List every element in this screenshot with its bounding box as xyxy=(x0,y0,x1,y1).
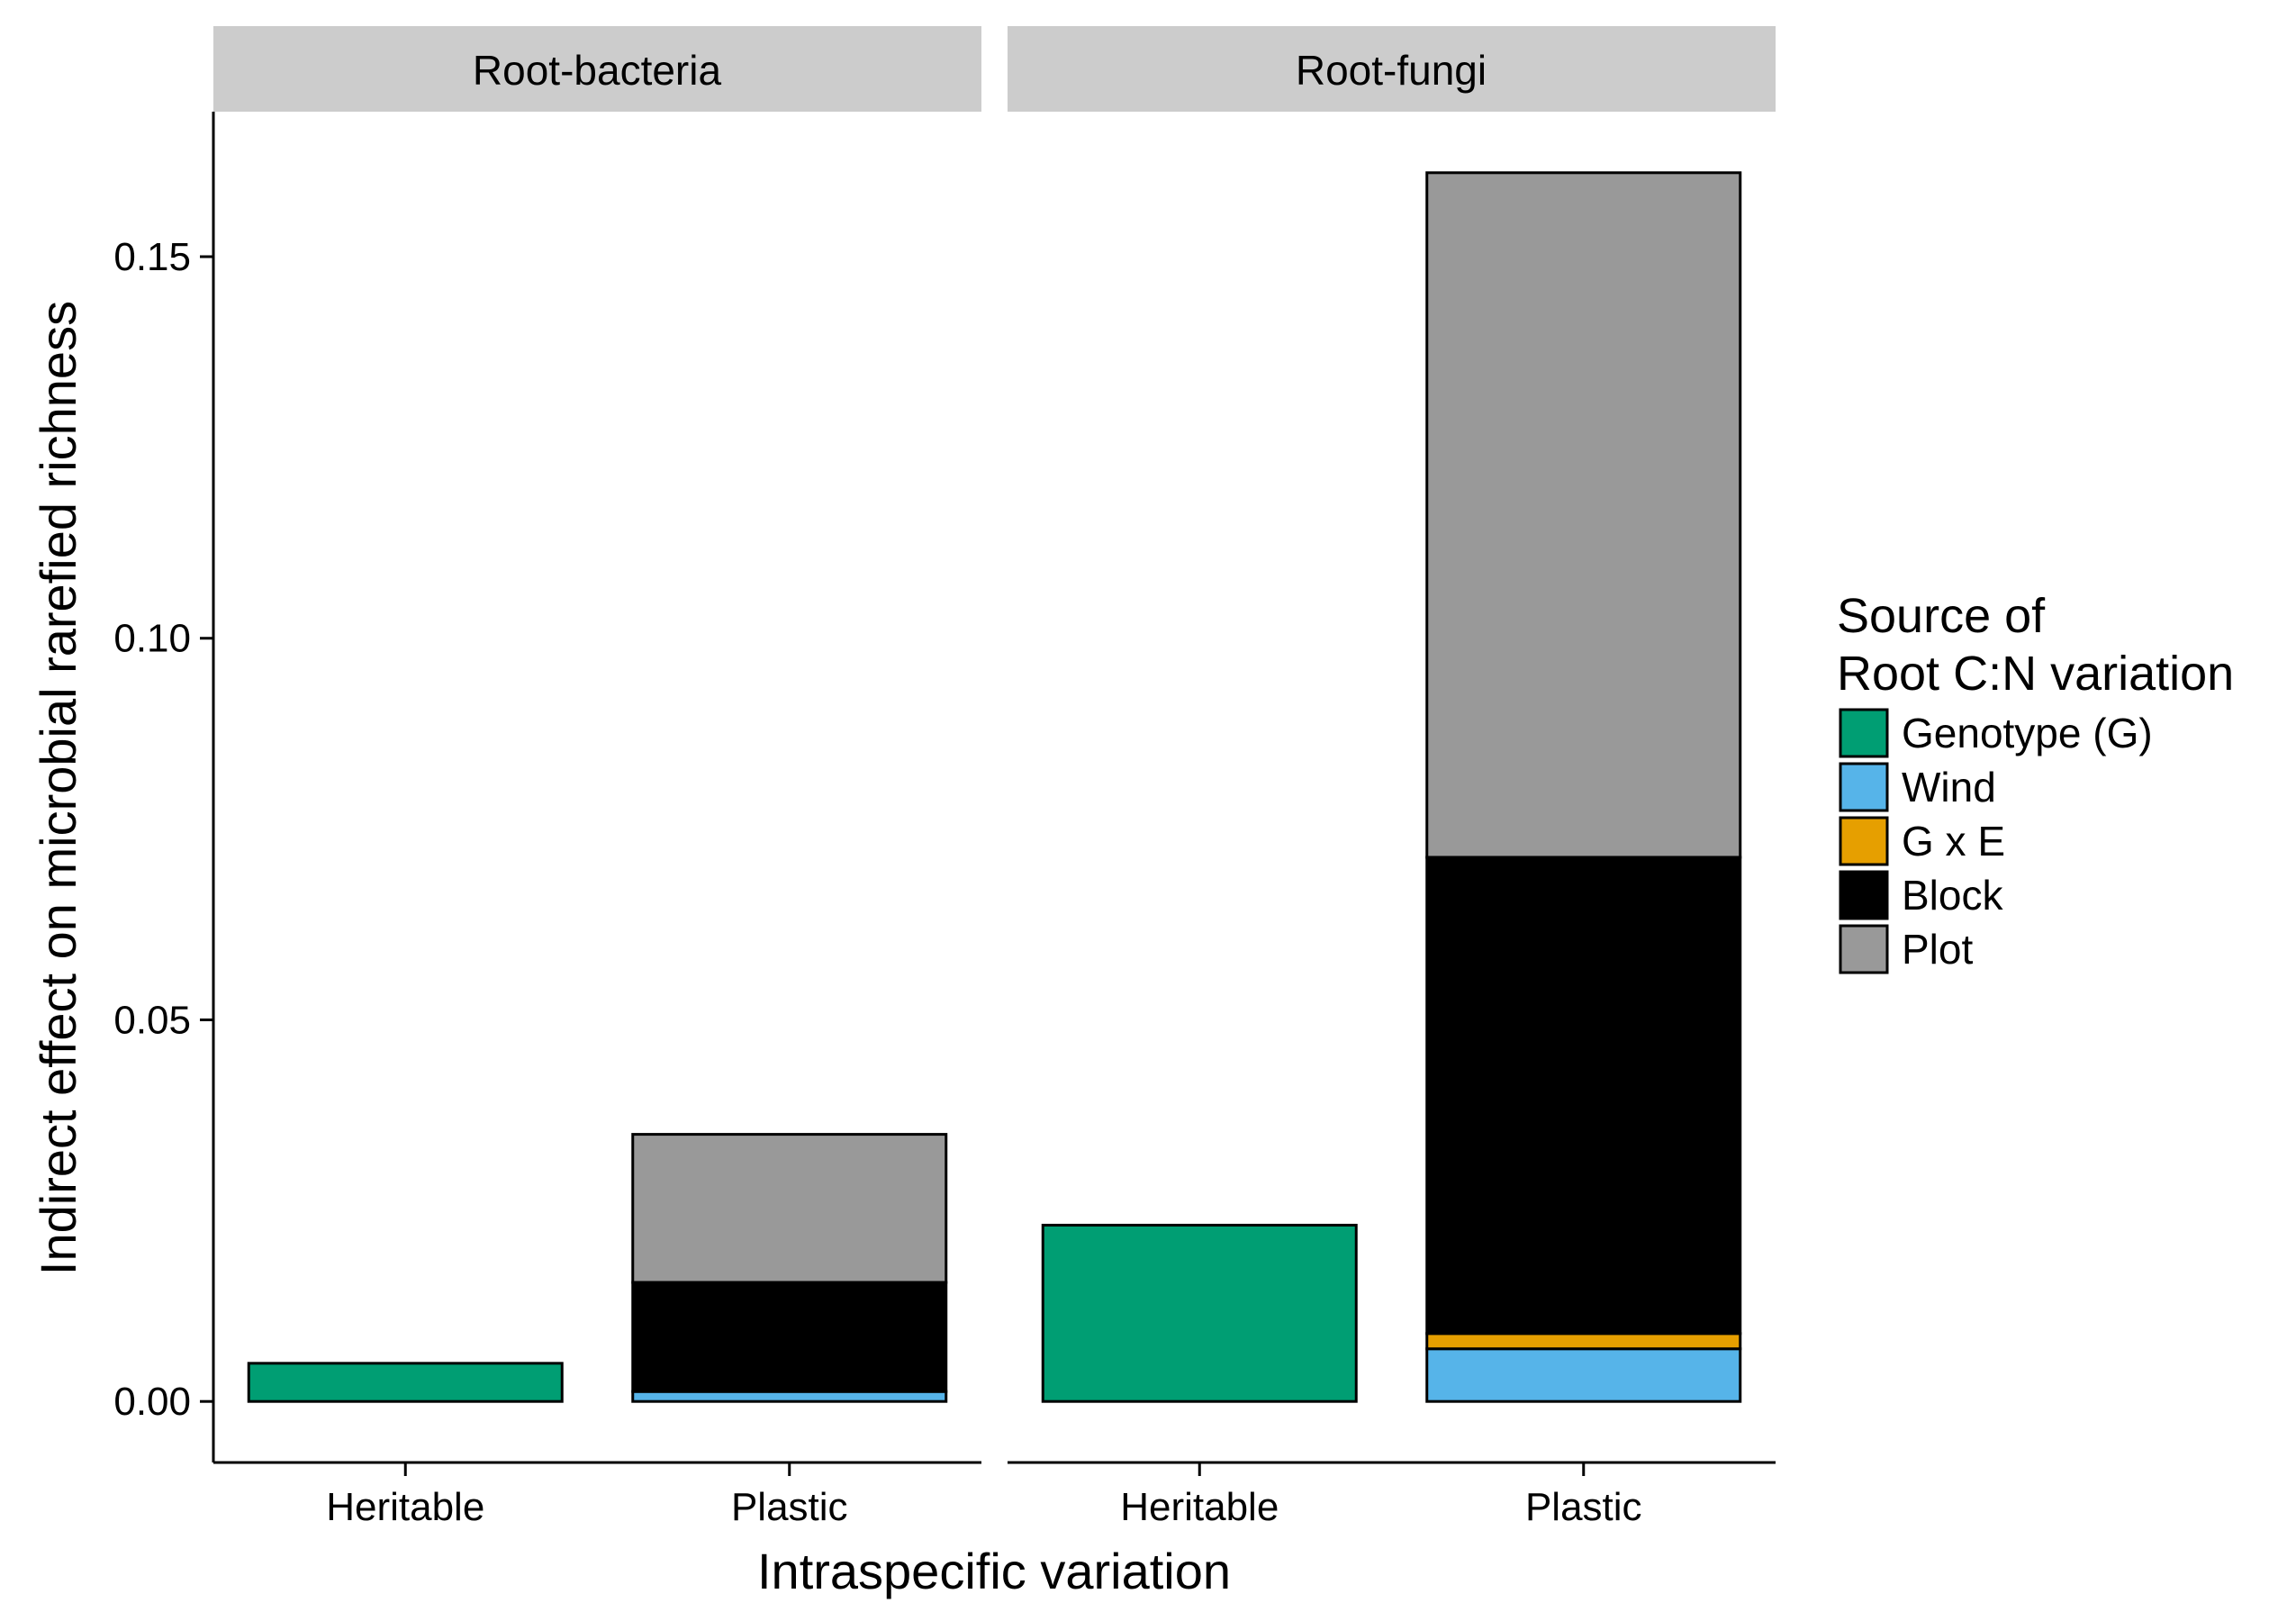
legend: Source of Root C:N variation Genotype (G… xyxy=(1837,589,2234,974)
strip-label-root-fungi: Root-fungi xyxy=(1296,47,1487,94)
bar-root-fungi-heritable-genotype-g xyxy=(1041,1223,1358,1403)
panel-strips: Root-bacteria Root-fungi xyxy=(213,26,1776,112)
x-tick-label: Plastic xyxy=(1525,1485,1642,1529)
legend-title-line-1: Source of xyxy=(1837,589,2046,643)
legend-swatch-g-x-e xyxy=(1839,816,1889,866)
y-axis-ticks: 0.00 0.05 0.10 0.15 xyxy=(113,235,213,1424)
legend-title-line-2: Root C:N variation xyxy=(1837,647,2234,701)
bar-root-bacteria-plastic-plot xyxy=(631,1133,948,1284)
bar-root-fungi-plastic-wind xyxy=(1425,1347,1742,1403)
y-axis-title: Indirect effect on microbial rarefied ri… xyxy=(30,301,86,1275)
strip-label-root-bacteria: Root-bacteria xyxy=(473,47,722,94)
bar-root-bacteria-plastic-block xyxy=(631,1281,948,1393)
legend-label-wind: Wind xyxy=(1902,764,1996,810)
strip-root-fungi xyxy=(1008,26,1776,112)
bar-root-bacteria-plastic-wind xyxy=(631,1390,948,1403)
bar-root-fungi-plastic-g-x-e xyxy=(1425,1332,1742,1351)
bar-root-bacteria-heritable-genotype-g xyxy=(247,1362,564,1403)
bar-segments xyxy=(247,171,1742,1403)
legend-swatch-wind xyxy=(1839,762,1889,812)
bar-root-fungi-plastic-plot xyxy=(1425,171,1742,859)
bar-root-fungi-plastic-block xyxy=(1425,856,1742,1336)
y-tick-label: 0.00 xyxy=(113,1380,191,1424)
x-tick-label: Heritable xyxy=(326,1485,484,1529)
legend-swatch-genotype-g xyxy=(1839,708,1889,758)
legend-items: Genotype (G) Wind G x E Block Plot xyxy=(1839,708,2153,974)
legend-label-plot: Plot xyxy=(1902,926,1973,973)
y-tick-label: 0.10 xyxy=(113,617,191,661)
strip-root-bacteria xyxy=(213,26,981,112)
legend-swatch-plot xyxy=(1839,924,1889,974)
legend-label-g-x-e: G x E xyxy=(1902,818,2005,865)
x-tick-label: Heritable xyxy=(1120,1485,1279,1529)
x-tick-label: Plastic xyxy=(731,1485,848,1529)
x-axis-ticks: Heritable Plastic Heritable Plastic xyxy=(326,1463,1642,1529)
legend-swatch-block xyxy=(1839,870,1889,920)
y-tick-label: 0.05 xyxy=(113,998,191,1042)
legend-label-genotype-g: Genotype (G) xyxy=(1902,710,2153,756)
axes xyxy=(212,112,1776,1464)
y-tick-label: 0.15 xyxy=(113,235,191,279)
x-axis-title: Intraspecific variation xyxy=(757,1543,1231,1599)
legend-label-block: Block xyxy=(1902,872,2003,919)
